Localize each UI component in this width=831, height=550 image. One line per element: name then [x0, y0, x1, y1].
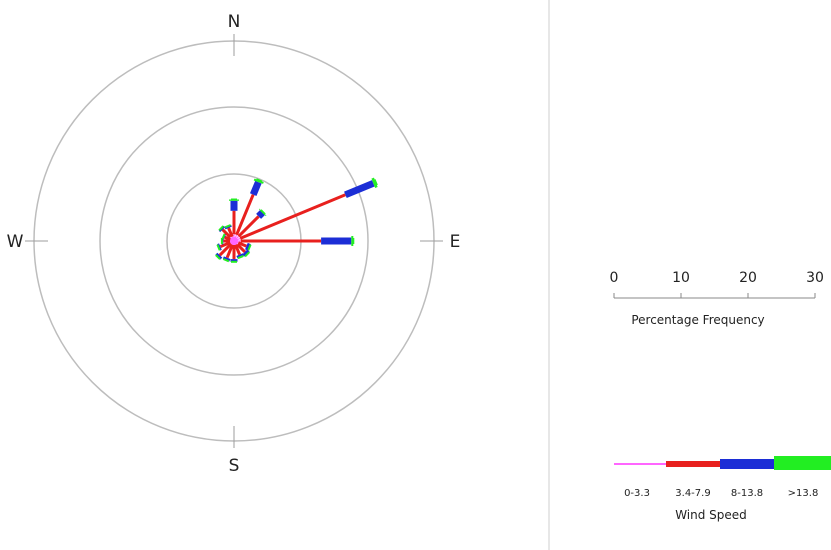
petal-112.5-bin-1: [237, 241, 247, 248]
petal-22.5-bin-2: [249, 180, 262, 196]
legend-label-8-13-8: 8-13.8: [731, 488, 763, 499]
legend-bar-3-4-7-9: [666, 461, 720, 467]
petal-315-cap: [218, 225, 225, 232]
wind-rose: N S E W: [7, 12, 461, 476]
compass-s-label: S: [229, 456, 240, 476]
petal-292.5-cap: [221, 233, 226, 240]
scale-tick-label-20: 20: [739, 270, 757, 286]
wind-speed-legend: 0-3.3 3.4-7.9 8-13.8 >13.8 Wind Speed: [614, 456, 831, 522]
petal-337.5-bin-1: [227, 227, 234, 238]
petal-202.5-cap: [222, 258, 230, 263]
petal-135-bin-1: [236, 243, 246, 253]
petal-group: [215, 177, 378, 263]
petal-157.5-bin-1: [234, 244, 241, 256]
rose-center-hub: [230, 237, 238, 245]
legend-bar-8-13-8: [720, 459, 774, 469]
petal-247.5-bin-1: [219, 241, 231, 248]
petal-247.5-cap: [216, 244, 221, 251]
petal-202.5-bin-1: [225, 244, 234, 259]
petal-112.5-cap: [247, 244, 252, 251]
scale-title: Percentage Frequency: [631, 313, 764, 327]
petal-337.5-cap: [224, 224, 231, 229]
petal-22.5-bin-1: [235, 194, 255, 236]
ring-middle: [99, 106, 369, 376]
petal-225-cap: [215, 254, 221, 260]
petal-315-bin-1: [221, 228, 232, 239]
petal-45-cap: [260, 209, 266, 215]
petal-45-bin-1: [237, 215, 260, 238]
scale-tick-label-10: 10: [672, 270, 690, 286]
legend-label-0-3-3: 0-3.3: [624, 488, 650, 499]
compass-n-label: N: [228, 12, 241, 32]
petal-22.5-cap: [256, 178, 263, 183]
legend-bar-0-3-3: [614, 463, 666, 465]
legend-title: Wind Speed: [675, 508, 747, 522]
petal-67.5-cap: [373, 179, 378, 186]
petal-292.5-bin-1: [224, 235, 232, 242]
legend-label-gt-13-8: >13.8: [788, 488, 819, 499]
compass-w-label: W: [7, 232, 24, 252]
scale-tick-label-0: 0: [610, 270, 619, 286]
petal-67.5-bin-1: [239, 193, 346, 240]
legend-bar-gt-13-8: [774, 456, 831, 470]
scale-tick-label-30: 30: [806, 270, 824, 286]
legend-label-3-4-7-9: 3.4-7.9: [675, 488, 710, 499]
petal-135-cap: [244, 251, 251, 258]
compass-e-label: E: [450, 232, 461, 252]
frequency-scale: 0 10 20 30 Percentage Frequency: [610, 270, 824, 327]
petal-45-bin-2: [256, 210, 265, 219]
petal-67.5-bin-2: [344, 180, 375, 199]
petal-157.5-cap: [237, 254, 244, 260]
petal-225-bin-1: [218, 242, 233, 257]
